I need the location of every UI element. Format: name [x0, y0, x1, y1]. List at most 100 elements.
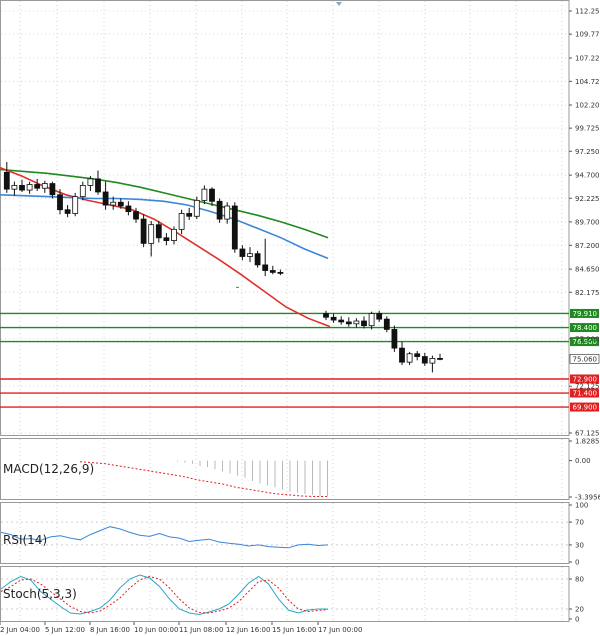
macd-pane — [79, 460, 328, 497]
candle-body — [414, 353, 421, 357]
candle-body — [72, 196, 79, 214]
moving-average-lines — [0, 166, 331, 328]
moving-average-line — [0, 168, 329, 239]
candle-body — [79, 185, 86, 198]
price-tick-label: 104.725 — [575, 78, 600, 86]
candle-body — [277, 271, 284, 274]
candle-body — [338, 319, 345, 323]
time-tick-label: 8 Jun 16:00 — [90, 626, 130, 634]
price-tick-label: 109.775 — [575, 31, 600, 39]
level-lines: 79.910 78.400 76.900 72.900 71.400 69.900 75.0… — [0, 308, 600, 412]
candle-body — [391, 329, 398, 349]
stoch-tick-label: 20 — [575, 606, 584, 614]
level-tag — [570, 308, 599, 318]
pane-border — [0, 438, 570, 500]
candle-body — [19, 185, 25, 191]
stoch-tick-label: 0 — [575, 616, 579, 624]
stoch-label: Stoch(5,3,3) — [3, 587, 77, 601]
candle-body — [102, 191, 109, 206]
price-tick-label: 92.225 — [575, 195, 600, 203]
candle-body — [353, 320, 360, 325]
candle-body — [399, 347, 405, 363]
price-tick-label: 72.125 — [575, 383, 600, 391]
candle-body — [186, 213, 193, 217]
price-tick-label: 89.700 — [575, 218, 600, 226]
candle-body — [429, 358, 436, 364]
price-tick-label: 82.175 — [575, 289, 600, 297]
time-tick-label: 15 Jun 16:00 — [272, 626, 316, 634]
rsi-line — [0, 526, 329, 549]
macd-label: MACD(12,26,9) — [3, 462, 94, 476]
candle-body — [437, 358, 443, 360]
level-tag — [570, 323, 599, 333]
candle-body — [247, 253, 253, 257]
price-tick-label: 102.200 — [575, 101, 600, 109]
last-price-label: 75.060 — [573, 355, 598, 363]
macd-tick-label: -3.3956 — [575, 494, 600, 502]
candle-body — [269, 270, 276, 273]
candle-body — [406, 353, 413, 363]
candle-body — [262, 264, 269, 271]
pane-border — [0, 566, 570, 622]
rsi-tick-label: 100 — [575, 502, 588, 510]
stoch-pane — [0, 574, 569, 616]
candle-body — [323, 313, 329, 318]
candle-body — [95, 178, 101, 193]
rsi-tick-label: 70 — [575, 519, 584, 527]
candle-body — [64, 209, 71, 214]
candle-body — [117, 201, 124, 207]
level-tag-label: 78.400 — [573, 324, 598, 332]
stoch-tick-label: 80 — [575, 576, 584, 584]
candle-body — [34, 184, 41, 189]
price-tick-label: 97.250 — [575, 148, 600, 156]
pane-border — [0, 0, 570, 436]
candle-body — [254, 253, 261, 266]
candle-body — [178, 213, 185, 230]
rsi-tick-label: 30 — [575, 541, 584, 549]
candle-body — [376, 313, 383, 320]
price-tick-label: 112.250 — [575, 8, 600, 16]
level-tag — [570, 337, 599, 347]
price-tick-label: 94.700 — [575, 172, 600, 180]
indicator-labels: MACD(12,26,9) RSI(14) Stoch(5,3,3) — [3, 462, 94, 601]
rsi-tick-label: 0 — [575, 559, 579, 567]
level-tag — [570, 374, 599, 384]
price-tick-label: 84.650 — [575, 266, 600, 274]
price-tick-label: 107.225 — [575, 54, 600, 62]
time-tick-label: 5 Jun 12:00 — [45, 626, 85, 634]
rsi-label: RSI(14) — [3, 533, 47, 547]
candle-body — [133, 211, 139, 220]
level-tag-label: 79.910 — [573, 310, 598, 318]
macd-tick-label: 1.8285 — [575, 438, 600, 446]
candle-body — [383, 318, 390, 330]
candle-body — [87, 178, 94, 186]
candle-body — [330, 316, 337, 321]
candle-body — [239, 248, 246, 257]
candle-body — [11, 185, 18, 190]
candle-body — [125, 205, 132, 212]
last-price-tag — [569, 353, 600, 364]
price-tick-label: 87.200 — [575, 242, 600, 250]
candle-body — [140, 218, 147, 244]
candle-body — [3, 171, 10, 190]
level-tag — [570, 388, 599, 398]
price-tick-label: 99.725 — [575, 125, 600, 133]
time-tick-label: 10 Jun 00:00 — [134, 626, 178, 634]
level-tag-label: 69.900 — [573, 404, 598, 412]
moving-average-line — [0, 166, 331, 328]
candle-body — [41, 183, 48, 189]
candle-body — [231, 205, 238, 250]
candle-body — [224, 205, 231, 220]
stoch-k-line — [0, 574, 328, 616]
macd-signal-line — [79, 461, 328, 497]
candle-body — [163, 237, 170, 241]
level-tag — [570, 402, 599, 412]
candle-body — [171, 228, 177, 241]
level-tag-label: 76.900 — [573, 338, 598, 346]
price-tick-label: 67.125 — [575, 430, 600, 438]
candle-body — [421, 356, 428, 364]
candle-body — [26, 184, 33, 191]
time-tick-label: 12 Jun 16:00 — [226, 626, 270, 634]
